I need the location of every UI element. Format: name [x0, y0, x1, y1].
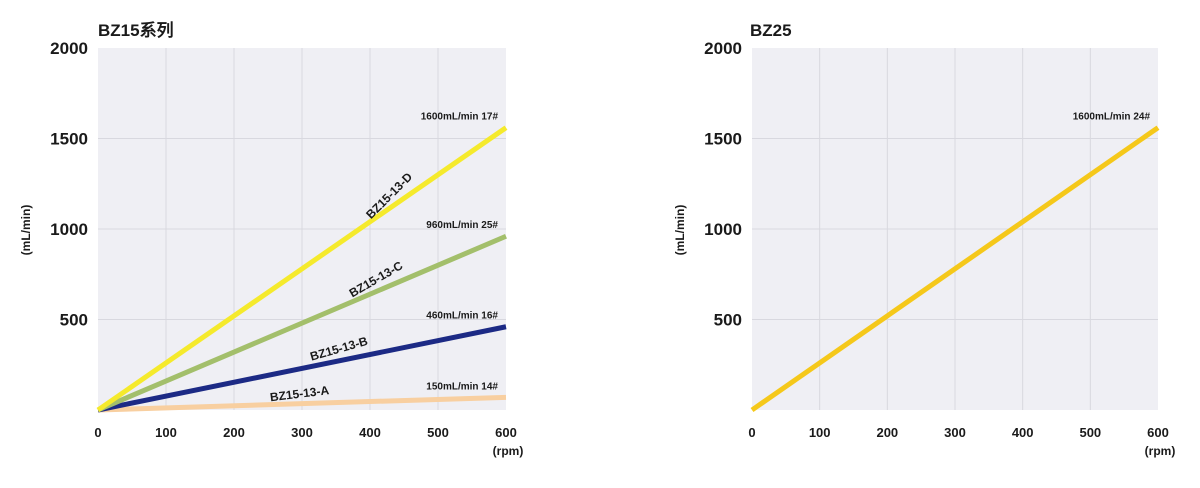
- x-tick-label: 500: [1079, 425, 1101, 440]
- y-tick-label: 2000: [50, 39, 88, 58]
- y-tick-label: 2000: [704, 39, 742, 58]
- y-tick-label: 1500: [50, 130, 88, 149]
- x-tick-label: 600: [495, 425, 517, 440]
- chart-title: BZ25: [750, 21, 792, 40]
- x-tick-label: 400: [359, 425, 381, 440]
- x-tick-label: 300: [291, 425, 313, 440]
- x-tick-label: 200: [223, 425, 245, 440]
- x-tick-label: 200: [876, 425, 898, 440]
- series-line-bz25: [750, 125, 1160, 413]
- series-end-label: 1600mL/min 17#: [421, 112, 499, 123]
- x-tick-label: 100: [155, 425, 177, 440]
- series-line-bz15-13-c: [97, 233, 507, 413]
- series-line-bz15-13-b: [97, 324, 507, 413]
- x-tick-label: 300: [944, 425, 966, 440]
- y-axis-label: (mL/min): [673, 205, 687, 256]
- chart-1: BZ15系列 500 1000 1500 2000 0 100 200 300 400 500 600…: [19, 20, 523, 458]
- y-tick-label: 500: [60, 311, 88, 330]
- series-end-label: 460mL/min 16#: [426, 311, 498, 322]
- series-line-bz15-13-a: [97, 394, 507, 413]
- x-tick-label: 100: [809, 425, 831, 440]
- x-tick-label: 600: [1147, 425, 1169, 440]
- y-tick-label: 1000: [704, 220, 742, 239]
- x-tick-label: 500: [427, 425, 449, 440]
- chart-2: BZ25 500 1000 1500 2000 0 100 200 300 400 500 600 (r…: [673, 21, 1175, 458]
- y-tick-label: 1500: [704, 130, 742, 149]
- chart-title: BZ15系列: [98, 20, 174, 40]
- series-end-label: 1600mL/min 24#: [1073, 112, 1151, 123]
- series-end-label: 150mL/min 14#: [426, 381, 498, 392]
- x-tick-label: 0: [94, 425, 101, 440]
- y-axis-label: (mL/min): [19, 205, 33, 256]
- x-axis-unit: (rpm): [493, 444, 524, 458]
- x-axis-unit: (rpm): [1145, 444, 1176, 458]
- series-end-label: 960mL/min 25#: [426, 220, 498, 231]
- x-tick-label: 0: [748, 425, 755, 440]
- series-line-bz15-13-d: [96, 125, 508, 413]
- y-tick-label: 500: [714, 311, 742, 330]
- x-tick-label: 400: [1012, 425, 1034, 440]
- y-tick-label: 1000: [50, 220, 88, 239]
